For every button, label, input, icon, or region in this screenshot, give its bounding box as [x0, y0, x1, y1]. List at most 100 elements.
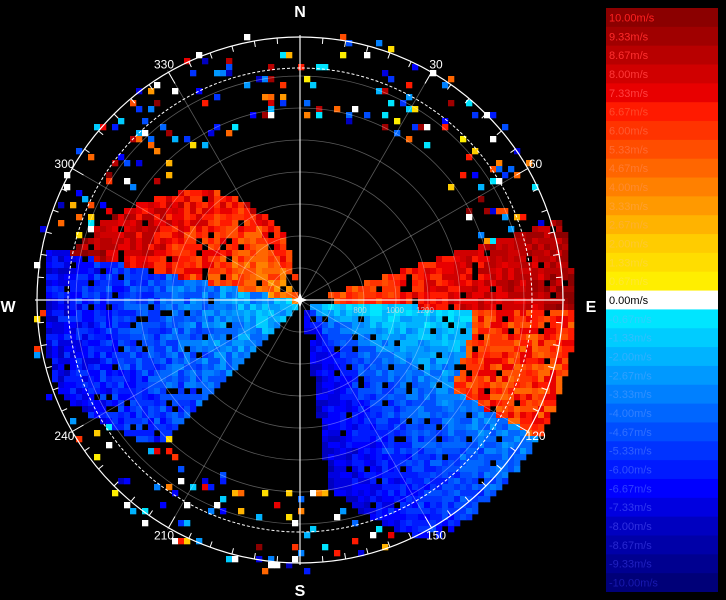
- velocity-cell: [190, 244, 197, 251]
- velocity-cell: [442, 358, 449, 365]
- velocity-cell: [472, 364, 479, 371]
- velocity-cell: [256, 268, 263, 275]
- azimuth-tick: [148, 510, 154, 516]
- velocity-cell: [412, 346, 419, 353]
- velocity-cell: [388, 514, 395, 521]
- velocity-cell: [136, 160, 143, 167]
- legend-swatch: [606, 441, 718, 461]
- velocity-cell: [490, 208, 497, 215]
- velocity-cell: [484, 334, 491, 341]
- velocity-cell: [466, 346, 473, 353]
- velocity-cell: [394, 280, 401, 287]
- velocity-cell: [244, 250, 251, 257]
- velocity-cell: [466, 418, 473, 425]
- velocity-cell: [532, 322, 539, 329]
- velocity-cell: [478, 370, 485, 377]
- velocity-cell: [142, 304, 149, 311]
- velocity-cell: [256, 292, 263, 299]
- velocity-cell: [220, 496, 227, 503]
- velocity-cell: [250, 274, 257, 281]
- velocity-cell: [484, 292, 491, 299]
- velocity-cell: [376, 322, 383, 329]
- velocity-cell: [88, 322, 95, 329]
- velocity-cell: [322, 310, 329, 317]
- velocity-cell: [184, 328, 191, 335]
- velocity-cell: [244, 298, 251, 305]
- velocity-cell: [166, 298, 173, 305]
- velocity-cell: [520, 256, 527, 263]
- velocity-cell: [100, 412, 107, 419]
- velocity-cell: [460, 310, 467, 317]
- velocity-cell: [568, 274, 575, 281]
- velocity-cell: [382, 508, 389, 515]
- velocity-cell: [376, 334, 383, 341]
- velocity-cell: [154, 238, 161, 245]
- velocity-cell: [148, 376, 155, 383]
- velocity-cell: [76, 268, 83, 275]
- velocity-cell: [262, 568, 269, 575]
- velocity-cell: [442, 304, 449, 311]
- velocity-cell: [130, 412, 137, 419]
- velocity-cell: [58, 298, 65, 305]
- velocity-cell: [472, 418, 479, 425]
- velocity-cell: [562, 292, 569, 299]
- velocity-cell: [202, 370, 209, 377]
- velocity-cell: [448, 184, 455, 191]
- velocity-cell: [328, 460, 335, 467]
- velocity-cell: [352, 442, 359, 449]
- velocity-cell: [142, 436, 149, 443]
- velocity-cell: [88, 382, 95, 389]
- velocity-cell: [460, 136, 467, 143]
- velocity-cell: [526, 382, 533, 389]
- velocity-cell: [328, 412, 335, 419]
- velocity-cell: [328, 430, 335, 437]
- velocity-cell: [400, 334, 407, 341]
- velocity-cell: [556, 370, 563, 377]
- velocity-cell: [286, 52, 293, 59]
- velocity-cell: [496, 400, 503, 407]
- velocity-cell: [508, 382, 515, 389]
- velocity-cell: [256, 286, 263, 293]
- velocity-cell: [364, 418, 371, 425]
- azimuth-tick: [40, 344, 47, 347]
- velocity-cell: [538, 430, 545, 437]
- velocity-cell: [142, 130, 149, 137]
- velocity-cell: [496, 382, 503, 389]
- velocity-cell: [46, 286, 53, 293]
- azimuth-tick: [52, 209, 59, 213]
- velocity-cell: [148, 382, 155, 389]
- velocity-cell: [418, 382, 425, 389]
- velocity-cell: [322, 364, 329, 371]
- legend-swatch: [606, 516, 718, 536]
- velocity-cell: [388, 274, 395, 281]
- velocity-cell: [136, 256, 143, 263]
- velocity-cell: [454, 472, 461, 479]
- velocity-cell: [382, 286, 389, 293]
- velocity-cell: [94, 454, 101, 461]
- azimuth-tick: [464, 98, 470, 104]
- velocity-cell: [70, 322, 77, 329]
- velocity-cell: [412, 502, 419, 509]
- legend-entry: 10.00m/s: [606, 8, 718, 28]
- velocity-cell: [214, 346, 221, 353]
- velocity-cell: [364, 112, 371, 119]
- velocity-cell: [142, 406, 149, 413]
- velocity-cell: [346, 370, 353, 377]
- velocity-cell: [154, 244, 161, 251]
- velocity-cell: [394, 514, 401, 521]
- velocity-cell: [58, 382, 65, 389]
- velocity-cell: [382, 478, 389, 485]
- velocity-cell: [454, 268, 461, 275]
- velocity-cell: [490, 256, 497, 263]
- velocity-cell: [262, 76, 269, 83]
- velocity-cell: [454, 496, 461, 503]
- velocity-cell: [466, 208, 473, 215]
- velocity-cell: [88, 250, 95, 257]
- velocity-cell: [214, 502, 221, 509]
- velocity-cell: [124, 244, 131, 251]
- velocity-cell: [388, 484, 395, 491]
- velocity-cell: [532, 244, 539, 251]
- velocity-cell: [358, 394, 365, 401]
- azimuth-tick: [553, 344, 560, 347]
